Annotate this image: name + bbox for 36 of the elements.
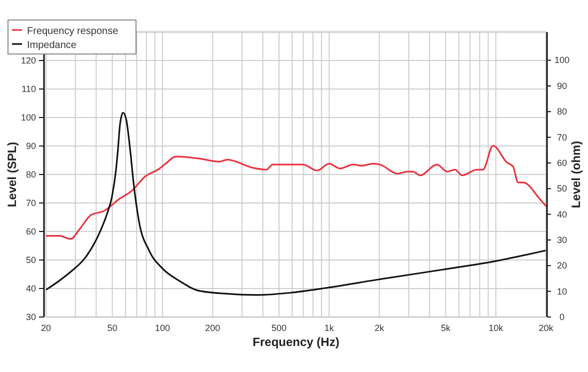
- y2-tick-label: 80: [556, 106, 568, 117]
- x-tick-label: 10k: [488, 323, 504, 333]
- y-tick-label: 100: [20, 112, 36, 122]
- y2-axis-title: Level (ohm): [569, 140, 583, 208]
- y-tick-label: 30: [26, 312, 36, 322]
- legend-label: Frequency response: [27, 26, 119, 37]
- y2-tick-label: 40: [556, 209, 568, 220]
- x-tick-label: 500: [271, 323, 287, 333]
- y2-tick-label: 10: [556, 286, 568, 296]
- y-axis-title: Level (SPL): [5, 142, 19, 208]
- x-tick-label: 5k: [440, 323, 451, 333]
- y-tick-label: 110: [22, 84, 36, 94]
- y2-tick-label: 0: [559, 312, 565, 322]
- y2-tick-label: 60: [556, 158, 568, 168]
- x-tick-label: 200: [205, 323, 220, 333]
- y-tick-label: 40: [26, 284, 36, 294]
- x-tick-label: 20k: [538, 323, 554, 333]
- x-tick-label: 2k: [374, 323, 385, 333]
- x-axis-title: Frequency (Hz): [252, 335, 340, 349]
- y2-tick-label: 20: [556, 260, 568, 271]
- x-tick-label: 1k: [324, 323, 334, 333]
- y-tick-label: 120: [20, 56, 36, 66]
- y-tick-label: 80: [26, 170, 36, 180]
- y-tick-label: 90: [26, 141, 36, 151]
- y-tick-label: 70: [26, 198, 36, 208]
- legend-label: Impedance: [27, 40, 77, 51]
- x-tick-label: 20: [40, 323, 52, 333]
- y2-tick-label: 30: [556, 234, 568, 245]
- y2-tick-label: 90: [556, 80, 568, 91]
- y-tick-label: 50: [26, 255, 36, 265]
- y2-tick-label: 50: [556, 184, 568, 194]
- y2-tick-label: 100: [554, 55, 570, 66]
- x-tick-label: 50: [107, 323, 118, 333]
- y2-tick-label: 70: [556, 132, 568, 142]
- y-tick-label: 60: [26, 226, 36, 236]
- x-tick-label: 100: [154, 323, 170, 333]
